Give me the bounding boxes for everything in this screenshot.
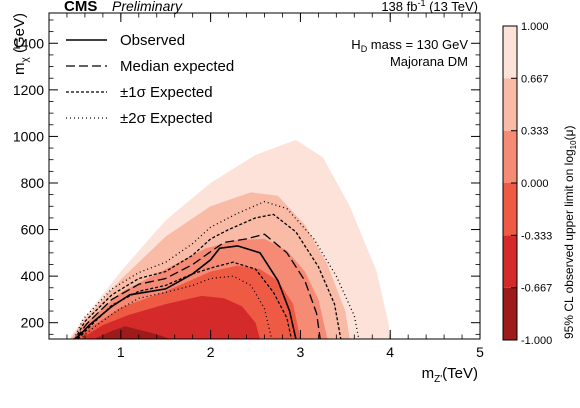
limit-regions	[68, 139, 391, 339]
dm-type-annotation: Majorana DM	[390, 54, 468, 69]
y-tick-label-0: 200	[21, 315, 45, 331]
color-scale-band-2	[503, 183, 517, 236]
x-tick-label-3: 4	[386, 344, 394, 360]
x-tick-label-2: 3	[297, 344, 305, 360]
x-tick-label-0: 1	[117, 344, 125, 360]
color-scale-label-6: 1.000	[521, 21, 549, 33]
color-scale-label-3: 0.000	[521, 178, 549, 190]
experiment-label: CMS	[64, 0, 97, 15]
y-axis-title: mχ (GeV)	[11, 13, 31, 75]
color-scale-label-2: -0.333	[521, 230, 552, 242]
z-axis-title: 95% CL observed upper limit on log10(μ)	[562, 126, 578, 339]
color-scale-label-1: -0.667	[521, 283, 552, 295]
y-tick-label-3: 800	[21, 175, 45, 191]
legend-label-1: Median expected	[120, 58, 234, 75]
y-tick-label-2: 600	[21, 222, 45, 238]
x-tick-label-1: 2	[207, 344, 215, 360]
legend: Observed Median expected ±1σ Expected ±2σ E…	[66, 32, 234, 127]
y-tick-label-1: 400	[21, 268, 45, 284]
contour-dotted-4	[73, 200, 360, 339]
x-axis-title: mZ'(TeV)	[422, 365, 478, 385]
contour-solid-0	[75, 245, 297, 339]
legend-label-2: ±1σ Expected	[120, 84, 213, 101]
limit-contours	[73, 200, 360, 339]
limit-region-5	[93, 326, 171, 339]
color-scale-label-5: 0.667	[521, 73, 549, 85]
color-scale-label-4: 0.333	[521, 126, 549, 138]
color-scale-band-1	[503, 235, 517, 288]
x-tick-label-4: 5	[476, 344, 484, 360]
color-scale-band-0	[503, 287, 517, 340]
color-scale-band-5	[503, 26, 517, 79]
axis-ticks: 1 2 3 4 5 200 400 600 800 1000 1200 1400	[13, 13, 484, 360]
y-tick-label-4: 1000	[13, 128, 44, 144]
legend-label-0: Observed	[120, 32, 185, 49]
status-label: Preliminary	[112, 0, 183, 14]
legend-label-3: ±2σ Expected	[120, 110, 213, 127]
y-tick-label-5: 1200	[13, 82, 44, 98]
contour-dashed-1	[75, 233, 321, 339]
contour-dotted-5	[79, 275, 273, 339]
color-scale-label-0: -1.000	[521, 335, 552, 347]
y-tick-label-6: 1400	[13, 35, 44, 51]
color-scale-band-3	[503, 130, 517, 183]
color-scale-band-4	[503, 78, 517, 131]
mass-annotation: HD mass = 130 GeV	[351, 37, 468, 54]
color-scale: -1.000 -0.667 -0.333 0.000 0.333 0.667 1.000	[502, 21, 552, 347]
contour-short-dashed-3	[77, 261, 293, 339]
luminosity-label: 138 fb-1 (13 TeV)	[381, 0, 478, 14]
